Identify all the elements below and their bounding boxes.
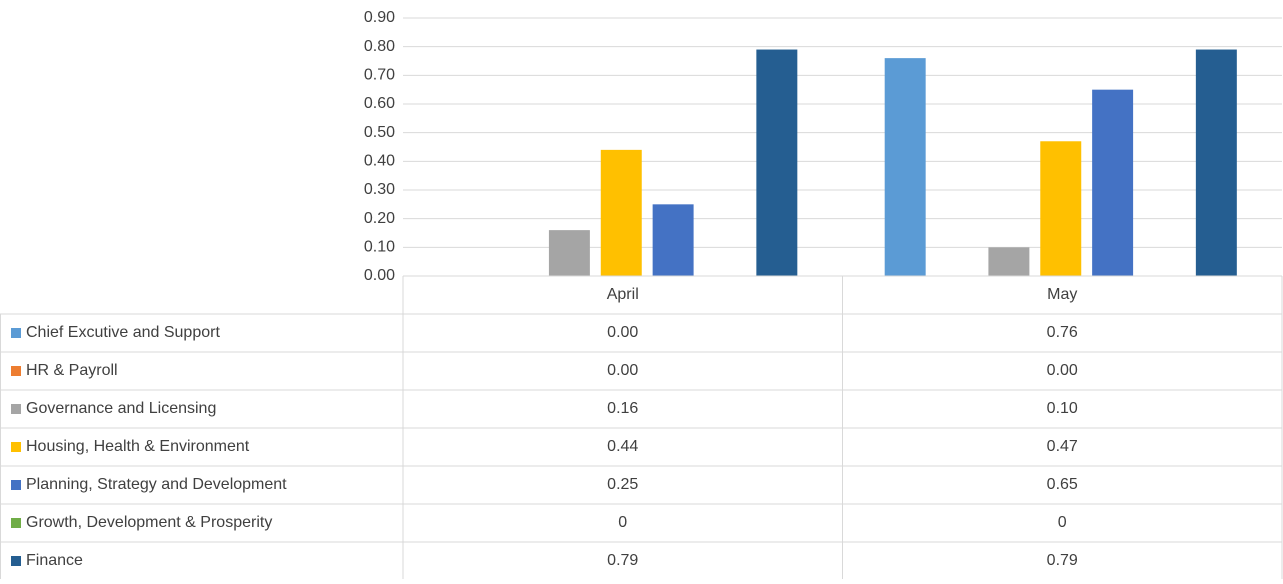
legend-key <box>11 480 21 490</box>
legend-key <box>11 328 21 338</box>
legend-label: Planning, Strategy and Development <box>26 476 287 493</box>
y-tick-label: 0.20 <box>364 210 395 227</box>
y-tick-label: 0.70 <box>364 67 395 84</box>
x-tick-label: April <box>607 286 639 303</box>
bar <box>652 204 694 276</box>
legend-label: Governance and Licensing <box>26 400 216 417</box>
legend-key <box>11 404 21 414</box>
legend-label: Chief Excutive and Support <box>26 324 220 341</box>
bar <box>756 49 798 277</box>
bar <box>600 149 642 276</box>
data-label: 0.25 <box>607 476 638 493</box>
legend-key <box>11 442 21 452</box>
data-label: 0.79 <box>607 552 638 569</box>
y-tick-label: 0.40 <box>364 153 395 170</box>
data-label: 0.47 <box>1047 438 1078 455</box>
legend-label: Housing, Health & Environment <box>26 438 250 455</box>
bar <box>1040 141 1082 276</box>
bar <box>988 247 1030 276</box>
bar <box>1195 49 1237 277</box>
bar <box>548 230 590 276</box>
y-tick-label: 0.50 <box>364 124 395 141</box>
legend-label: Finance <box>26 552 83 569</box>
bar <box>884 58 926 277</box>
y-tick-label: 0.30 <box>364 181 395 198</box>
data-label: 0.10 <box>1047 400 1078 417</box>
y-tick-label: 0.10 <box>364 239 395 256</box>
legend-key <box>11 518 21 528</box>
data-label: 0.65 <box>1047 476 1078 493</box>
data-label: 0.00 <box>607 362 638 379</box>
data-label: 0.79 <box>1047 552 1078 569</box>
legend-label: Growth, Development & Prosperity <box>26 514 272 531</box>
data-label: 0.00 <box>607 324 638 341</box>
legend-key <box>11 366 21 376</box>
y-tick-label: 0.00 <box>364 267 395 284</box>
data-label: 0.16 <box>607 400 638 417</box>
data-label: 0.76 <box>1047 324 1078 341</box>
data-label: 0 <box>618 514 627 531</box>
bar <box>1092 89 1134 277</box>
y-tick-label: 0.60 <box>364 95 395 112</box>
legend-label: HR & Payroll <box>26 362 118 379</box>
data-label: 0.44 <box>607 438 638 455</box>
y-tick-label: 0.80 <box>364 38 395 55</box>
legend-key <box>11 556 21 566</box>
data-label: 0.00 <box>1047 362 1078 379</box>
data-label: 0 <box>1058 514 1067 531</box>
y-tick-label: 0.90 <box>364 9 395 26</box>
x-tick-label: May <box>1047 286 1077 303</box>
